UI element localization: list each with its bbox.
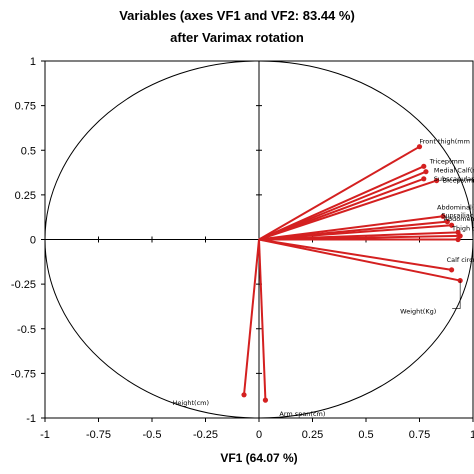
y-tick-label: 1 — [30, 56, 36, 68]
variable-label: Abdomen w — [444, 215, 474, 223]
y-tick-label: -0.75 — [11, 368, 36, 380]
variable-point — [440, 213, 446, 219]
variable-label: Tricep(mm — [429, 157, 464, 165]
variable-point — [241, 392, 247, 398]
x-axis-label: VF1 (64.07 %) — [220, 451, 297, 465]
x-tick-label: 1 — [470, 429, 474, 441]
x-tick-label: -0.5 — [143, 429, 162, 441]
variable-point — [423, 169, 429, 175]
variable-label: Weight(Kg) — [400, 308, 436, 316]
variable-label: Abdominal(m — [437, 203, 474, 211]
variable-point — [449, 267, 455, 273]
variable-point — [444, 219, 450, 225]
variable-point — [416, 144, 423, 150]
y-tick-label: 0.25 — [15, 190, 36, 202]
chart-title: Variables (axes VF1 and VF2: 83.44 %) — [119, 8, 355, 23]
chart-subtitle: after Varimax rotation — [170, 30, 304, 45]
variable-label: Thigh cc — [451, 224, 474, 232]
variable-label: Medial Calf(m — [434, 167, 474, 175]
x-tick-label: 0 — [256, 429, 262, 441]
variable-point — [421, 163, 427, 169]
variable-vector — [258, 224, 452, 241]
variable-label: Suprailiac(m — [441, 212, 474, 220]
x-tick-label: -0.75 — [86, 429, 111, 441]
variable-vector — [258, 238, 452, 271]
x-tick-label: -0.25 — [193, 429, 218, 441]
label-leader-line — [452, 280, 461, 309]
variable-vector — [258, 145, 421, 241]
variable-point — [421, 176, 427, 182]
variable-point — [455, 236, 461, 243]
x-tick-label: 0.75 — [409, 429, 430, 441]
y-tick-label: 0 — [30, 235, 36, 247]
y-tick-label: -1 — [26, 413, 36, 425]
variable-point — [262, 397, 269, 403]
variable-label: Biceps(mm — [443, 177, 474, 185]
variable-label: Front thigh(mm — [420, 138, 470, 146]
variable-label: Height(cm) — [173, 399, 209, 407]
variable-label: Arm span(cm) — [279, 410, 325, 418]
variable-vector — [258, 238, 461, 282]
variable-vector — [258, 239, 267, 401]
y-tick-label: -0.25 — [11, 279, 36, 291]
x-tick-label: 0.25 — [302, 429, 323, 441]
x-tick-label: -1 — [40, 429, 50, 441]
variable-vector — [243, 239, 260, 395]
variable-point — [434, 177, 440, 184]
y-tick-label: 0.5 — [21, 145, 36, 157]
y-tick-label: 0.75 — [15, 101, 36, 113]
x-tick-label: 0.5 — [358, 429, 373, 441]
variable-vector — [258, 179, 437, 241]
variable-point — [449, 222, 455, 228]
y-tick-label: -0.5 — [17, 324, 36, 336]
variable-label: Subscapular( — [434, 175, 474, 183]
variable-label: Calf circumfrnc( — [447, 256, 474, 264]
